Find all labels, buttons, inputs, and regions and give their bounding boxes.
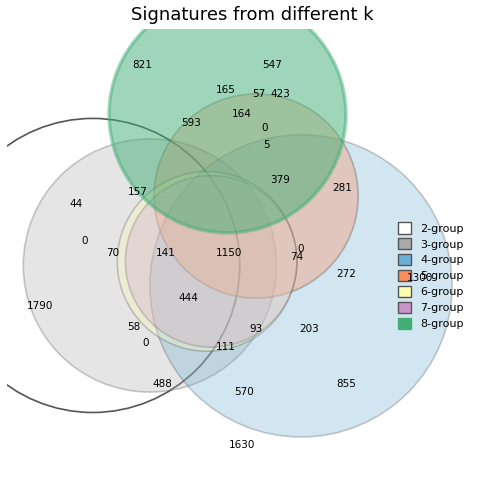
Text: 157: 157 [128, 187, 148, 197]
Text: 58: 58 [127, 322, 140, 332]
Text: 1150: 1150 [216, 248, 242, 258]
Text: 1630: 1630 [229, 440, 256, 450]
Text: 281: 281 [332, 183, 352, 193]
Text: 44: 44 [70, 199, 83, 209]
Text: 5: 5 [264, 140, 270, 150]
Text: 423: 423 [271, 89, 290, 99]
Text: 821: 821 [132, 60, 152, 71]
Title: Signatures from different k: Signatures from different k [131, 6, 373, 24]
Circle shape [109, 0, 346, 233]
Text: 164: 164 [232, 109, 252, 119]
Legend: 2-group, 3-group, 4-group, 5-group, 6-group, 7-group, 8-group: 2-group, 3-group, 4-group, 5-group, 6-gr… [395, 219, 467, 332]
Circle shape [23, 139, 277, 392]
Text: 74: 74 [290, 253, 303, 262]
Text: 444: 444 [178, 293, 198, 303]
Text: 379: 379 [271, 175, 290, 184]
Text: 70: 70 [106, 248, 119, 258]
Circle shape [117, 171, 297, 351]
Text: 855: 855 [336, 379, 356, 389]
Text: 488: 488 [152, 379, 172, 389]
Text: 1300: 1300 [406, 273, 432, 283]
Text: 141: 141 [156, 248, 176, 258]
Text: 570: 570 [234, 387, 254, 397]
Text: 0: 0 [143, 338, 149, 348]
Circle shape [150, 135, 452, 437]
Text: 1790: 1790 [26, 301, 53, 311]
Text: 547: 547 [263, 60, 282, 71]
Text: 203: 203 [299, 324, 319, 334]
Text: 57: 57 [252, 89, 265, 99]
Text: 165: 165 [216, 85, 236, 95]
Text: 93: 93 [249, 324, 263, 334]
Text: 0: 0 [261, 123, 268, 133]
Circle shape [154, 94, 358, 298]
Text: 272: 272 [336, 269, 356, 279]
Text: 0: 0 [298, 244, 304, 254]
Text: 111: 111 [216, 342, 236, 352]
Circle shape [125, 175, 297, 347]
Text: 0: 0 [81, 236, 88, 246]
Text: 593: 593 [181, 117, 201, 128]
